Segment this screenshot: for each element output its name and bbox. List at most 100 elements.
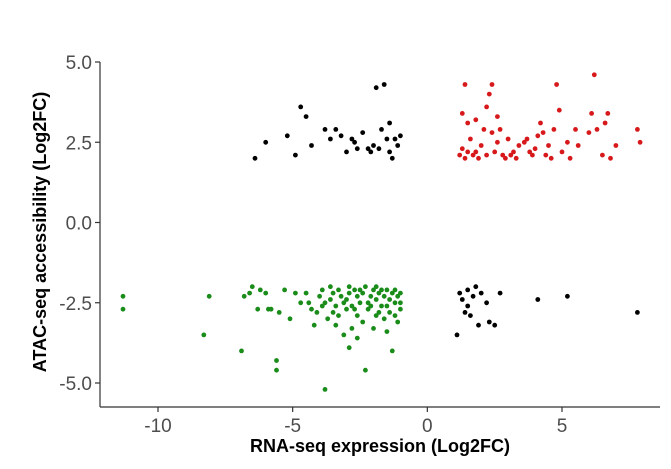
data-point [462, 82, 468, 87]
data-point [521, 139, 527, 145]
data-point [252, 155, 258, 161]
data-point [325, 316, 331, 322]
data-point [538, 120, 543, 126]
data-point [602, 120, 608, 126]
data-point [511, 149, 516, 155]
data-point [263, 290, 269, 296]
x-axis-title: RNA-seq expression (Log2FC) [250, 436, 510, 456]
data-point [333, 126, 339, 132]
data-point [274, 367, 279, 373]
data-point [387, 120, 392, 126]
data-point [608, 155, 613, 161]
data-point [239, 348, 244, 354]
data-point [395, 143, 401, 148]
data-point [600, 152, 605, 158]
data-point [389, 348, 395, 354]
data-point [516, 143, 522, 148]
data-point [565, 293, 570, 299]
data-point [330, 290, 336, 296]
data-point [376, 146, 382, 152]
data-point [376, 310, 382, 315]
data-point [330, 310, 336, 315]
data-point [381, 293, 387, 299]
data-point [398, 300, 403, 306]
data-point [322, 126, 328, 132]
data-point [360, 290, 366, 296]
data-point [454, 332, 460, 338]
data-point [635, 310, 640, 315]
data-point [276, 310, 282, 315]
data-point [398, 133, 403, 139]
data-point [527, 149, 533, 155]
data-point [468, 136, 473, 142]
data-point [317, 293, 322, 299]
data-point [293, 152, 298, 158]
data-point [535, 133, 541, 139]
data-point [513, 155, 519, 161]
x-tick-label: -10 [144, 416, 171, 437]
data-point [365, 146, 371, 152]
data-point [398, 306, 403, 312]
y-tick-label: 2.5 [66, 133, 92, 154]
data-point [120, 306, 126, 312]
data-point [476, 322, 481, 328]
data-point [293, 290, 298, 296]
data-point [384, 303, 390, 309]
data-point [309, 143, 314, 148]
data-point [284, 133, 290, 139]
data-point [263, 139, 269, 145]
data-point [387, 149, 392, 155]
data-point [508, 152, 514, 158]
data-point [613, 143, 619, 148]
data-point [586, 130, 592, 136]
data-point [495, 114, 500, 119]
data-point [524, 136, 530, 142]
data-point [473, 117, 479, 123]
data-point [503, 155, 508, 161]
data-point [338, 133, 344, 139]
y-tick-label: -2.5 [59, 294, 92, 315]
data-point [478, 290, 484, 296]
data-point [328, 136, 333, 142]
data-point [591, 72, 597, 78]
data-point [341, 300, 347, 306]
data-point [319, 303, 325, 309]
data-point [392, 313, 398, 318]
data-point [333, 303, 339, 309]
data-point [371, 143, 376, 148]
data-point [368, 293, 374, 299]
data-point [462, 155, 468, 161]
data-point [457, 290, 463, 296]
data-point [392, 136, 398, 142]
y-axis-title: ATAC-seq accessibility (Log2FC) [30, 92, 50, 372]
data-point [354, 313, 360, 318]
data-point [635, 126, 640, 132]
data-point [354, 335, 360, 341]
data-point [567, 155, 573, 161]
y-tick-label: 0.0 [66, 214, 92, 235]
data-point [328, 284, 333, 290]
data-point [486, 91, 492, 97]
data-point [398, 290, 403, 296]
data-point [363, 367, 368, 373]
data-point [354, 146, 360, 152]
data-point [489, 130, 495, 136]
y-axis-ticks: 5.0 2.5 0.0 -2.5 -5.0 [59, 53, 100, 395]
data-point [201, 332, 207, 338]
data-point [535, 297, 541, 302]
data-point [363, 284, 368, 290]
data-point [484, 300, 489, 306]
data-point [387, 310, 392, 315]
data-point [530, 152, 535, 158]
data-point [371, 287, 376, 293]
data-point [389, 155, 395, 161]
data-point [392, 300, 398, 306]
data-point [481, 126, 487, 132]
data-point [559, 149, 565, 155]
data-point [368, 149, 374, 155]
data-point [532, 146, 538, 152]
data-point [495, 139, 500, 145]
data-point [333, 322, 339, 328]
data-point [465, 303, 471, 309]
